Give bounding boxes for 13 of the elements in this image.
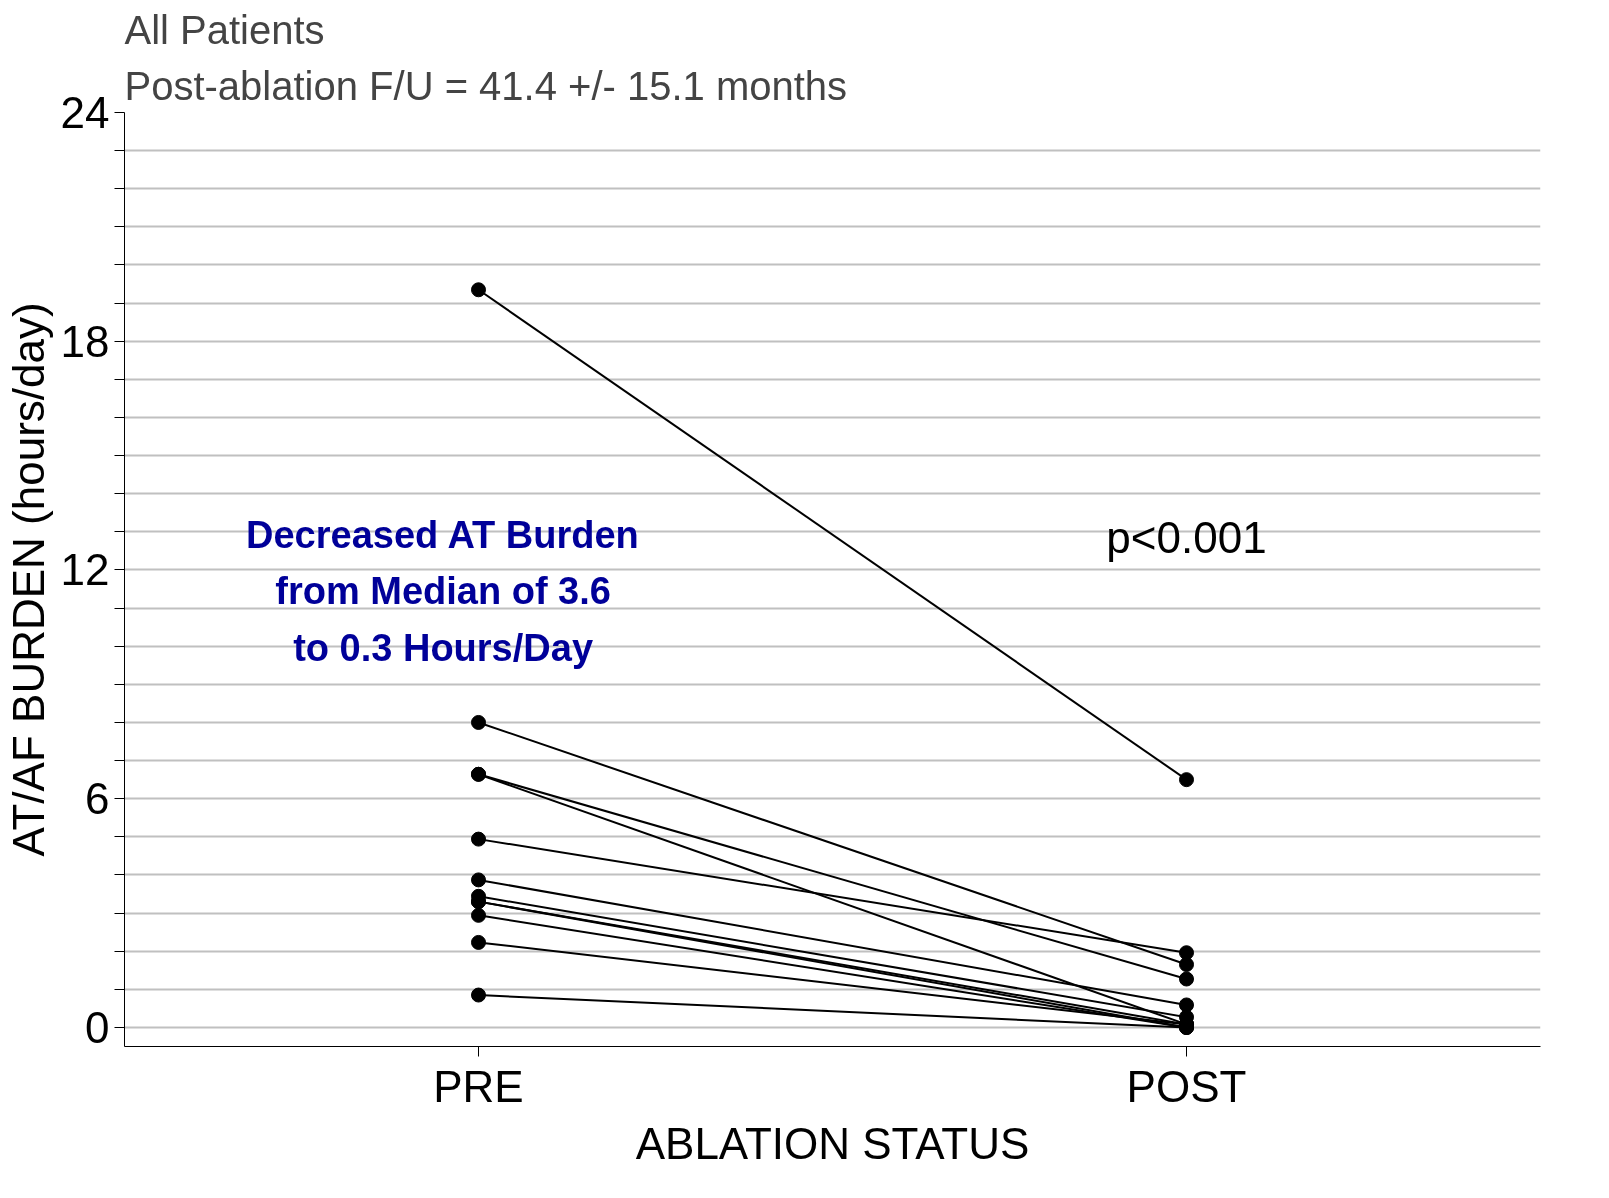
annotation: Decreased AT Burden from Median of 3.6 to 0.3 Hours/Day: [246, 513, 639, 670]
y-tick-label: 0: [85, 1002, 110, 1052]
annotation: p<0.001: [1106, 513, 1267, 563]
y-tick-label: 18: [60, 316, 110, 366]
chart-title: All Patients: [124, 7, 325, 52]
x-axis-title: ABLATION STATUS: [635, 1118, 1030, 1168]
y-axis-title: AT/AF BURDEN (hours/day): [3, 302, 53, 857]
x-tick-label: PRE: [433, 1061, 524, 1111]
chart-subtitle: Post-ablation F/U = 41.4 +/- 15.1 months: [124, 63, 848, 108]
y-tick-label: 12: [60, 545, 110, 595]
y-tick-label: 6: [85, 774, 110, 824]
y-tick-label: 24: [60, 88, 110, 137]
x-tick-label: POST: [1126, 1061, 1247, 1111]
